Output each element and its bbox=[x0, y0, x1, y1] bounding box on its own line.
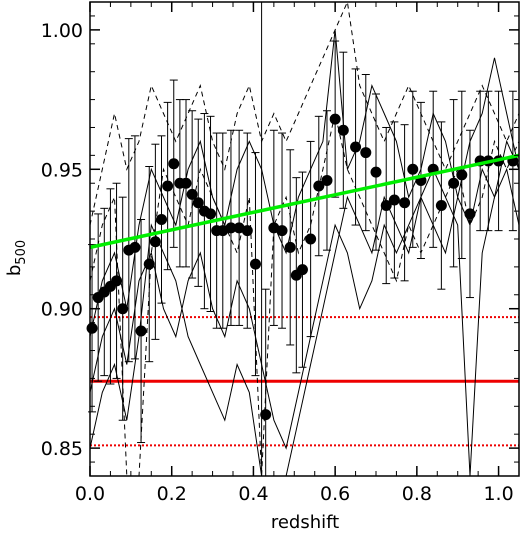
axis-ticks: 0.0 0.2 0.4 0.6 0.8 1.0 0.85 0.90 0.95 1.00 bbox=[41, 2, 520, 505]
data-point bbox=[149, 236, 161, 248]
dashed-curve-1 bbox=[89, 113, 520, 477]
data-point bbox=[180, 177, 192, 189]
data-point bbox=[186, 188, 198, 200]
y-tick-label: 1.00 bbox=[41, 20, 83, 42]
data-point bbox=[321, 174, 333, 186]
solid-curve-2 bbox=[89, 167, 520, 477]
data-point bbox=[260, 409, 272, 421]
data-point bbox=[456, 169, 468, 181]
data-point bbox=[276, 225, 288, 237]
y-tick-label: 0.90 bbox=[41, 299, 83, 321]
data-point bbox=[370, 166, 382, 178]
data-point bbox=[135, 325, 147, 337]
data-point bbox=[399, 197, 411, 209]
x-tick-label: 1.0 bbox=[483, 483, 513, 505]
data-point bbox=[305, 233, 317, 245]
data-point bbox=[117, 303, 129, 315]
data-point bbox=[168, 158, 180, 170]
x-tick-label: 0.4 bbox=[238, 483, 268, 505]
data-point bbox=[435, 200, 447, 212]
data-point bbox=[464, 208, 476, 220]
x-tick-label: 0.6 bbox=[320, 483, 350, 505]
y-tick-label: 0.95 bbox=[41, 159, 83, 181]
model-curves bbox=[89, 0, 520, 477]
y-axis-label-subscript: 500 bbox=[14, 240, 29, 265]
data-point bbox=[241, 225, 253, 237]
y-tick-label: 0.85 bbox=[41, 438, 83, 460]
data-point bbox=[350, 141, 362, 153]
data-point bbox=[249, 258, 261, 270]
data-point bbox=[143, 258, 155, 270]
data-point bbox=[284, 241, 296, 253]
x-axis-label: redshift bbox=[271, 512, 339, 533]
data-point bbox=[225, 222, 237, 234]
data-point bbox=[129, 241, 141, 253]
data-point bbox=[388, 194, 400, 206]
data-point bbox=[407, 163, 419, 175]
reference-lines bbox=[90, 316, 519, 447]
x-tick-label: 0.8 bbox=[402, 483, 432, 505]
data-point bbox=[156, 213, 167, 225]
data-point bbox=[86, 322, 98, 334]
dashed-curve-0 bbox=[89, 0, 520, 226]
data-point bbox=[296, 264, 308, 276]
x-tick-label: 0.0 bbox=[75, 483, 105, 505]
data-point bbox=[192, 197, 204, 209]
data-point bbox=[313, 180, 325, 192]
data-point bbox=[205, 208, 217, 220]
data-point bbox=[162, 180, 174, 192]
data-point bbox=[337, 124, 349, 136]
data-point bbox=[360, 147, 372, 159]
y-axis-label-main: b bbox=[4, 265, 25, 276]
data-point bbox=[111, 275, 123, 287]
data-point bbox=[329, 113, 341, 125]
x-tick-label: 0.2 bbox=[157, 483, 187, 505]
y-axis-label: b500 bbox=[4, 240, 29, 276]
fit-line-segment bbox=[89, 153, 520, 250]
fit-line bbox=[89, 153, 520, 250]
data-point bbox=[380, 200, 392, 212]
data-point bbox=[448, 177, 460, 189]
